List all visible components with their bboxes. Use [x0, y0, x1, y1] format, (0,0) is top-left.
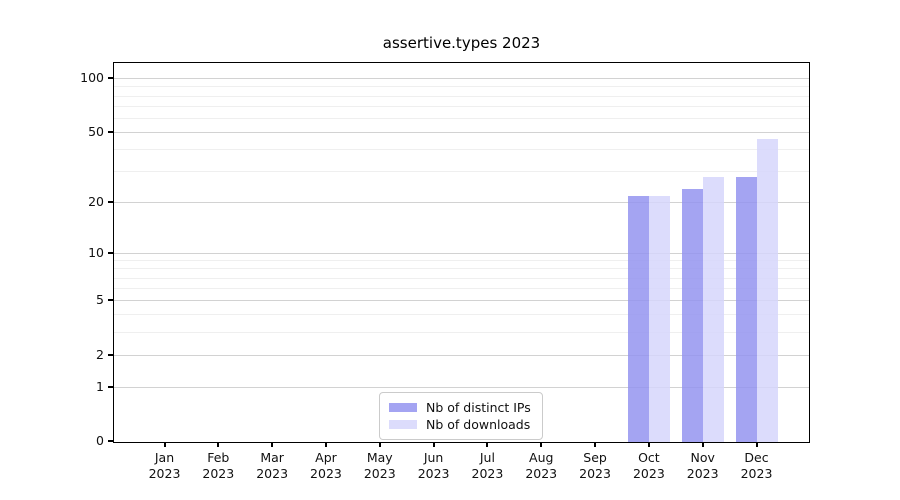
x-axis-tick — [163, 442, 166, 447]
x-tick-label: Apr 2023 — [310, 450, 342, 481]
legend-row: Nb of downloads — [389, 416, 531, 433]
y-tick-label: 5 — [96, 292, 104, 308]
x-tick-label: Mar 2023 — [256, 450, 289, 481]
x-tick-label: Sep 2023 — [579, 450, 611, 481]
y-axis-tick — [108, 251, 114, 254]
x-axis-tick — [540, 442, 543, 447]
y-axis-tick — [108, 77, 114, 80]
gridline-major — [114, 252, 809, 254]
x-axis-tick — [594, 442, 597, 447]
gridline-minor — [114, 260, 809, 261]
y-axis-tick — [108, 200, 114, 203]
y-tick-label: 100 — [80, 70, 104, 86]
bar-nb-of-downloads-oct — [648, 195, 670, 442]
gridline-major — [114, 78, 809, 80]
gridline-minor — [114, 171, 809, 173]
gridline-minor — [114, 95, 809, 97]
x-tick-label: Jul 2023 — [471, 450, 504, 481]
x-axis-tick — [378, 442, 381, 447]
gridline-minor — [114, 332, 809, 334]
y-axis-tick — [108, 440, 114, 442]
gridline-minor — [114, 117, 809, 119]
y-tick-label: 2 — [96, 346, 104, 362]
gridline-minor — [114, 149, 809, 151]
legend-label: Nb of downloads — [426, 417, 531, 432]
bar-nb-of-downloads-nov — [702, 177, 724, 442]
x-axis-tick — [217, 442, 220, 447]
gridline-major — [114, 354, 809, 356]
x-tick-label: Feb 2023 — [202, 450, 235, 481]
legend-swatch — [389, 420, 417, 429]
legend: Nb of distinct IPs Nb of downloads — [379, 392, 543, 440]
gridline-minor — [114, 314, 809, 316]
gridline-major — [114, 131, 809, 133]
x-axis-tick — [701, 442, 704, 447]
x-tick-label: Jan 2023 — [148, 450, 181, 481]
legend-label: Nb of distinct IPs — [426, 400, 531, 415]
x-tick-label: Aug 2023 — [525, 450, 558, 481]
legend-swatch — [389, 403, 417, 412]
gridline-minor — [114, 268, 809, 270]
y-axis-tick — [108, 130, 114, 133]
y-tick-label: 20 — [88, 193, 104, 209]
gridline-minor — [114, 277, 809, 279]
y-tick-label: 1 — [96, 378, 104, 394]
gridline-minor — [114, 288, 809, 290]
x-axis-tick — [432, 442, 435, 447]
y-axis-tick — [108, 385, 114, 388]
x-axis-tick — [271, 442, 274, 447]
gridline-minor — [114, 86, 809, 88]
y-tick-label: 10 — [88, 244, 104, 260]
x-tick-label: Dec 2023 — [740, 450, 773, 481]
x-tick-label: Oct 2023 — [632, 450, 665, 481]
y-tick-label: 50 — [88, 123, 104, 139]
x-tick-label: Jun 2023 — [417, 450, 450, 481]
y-tick-label: 0 — [96, 433, 104, 448]
legend-row: Nb of distinct IPs — [389, 399, 531, 416]
x-axis-tick — [486, 442, 489, 447]
x-tick-label: May 2023 — [363, 450, 396, 481]
bar-nb-of-distinct-ips-dec — [735, 177, 757, 442]
chart-title: assertive.types 2023 — [382, 34, 541, 52]
y-axis-tick — [108, 299, 114, 302]
gridline-minor — [114, 105, 809, 107]
gridline-major — [114, 300, 809, 302]
bar-nb-of-distinct-ips-nov — [681, 188, 703, 442]
x-axis-tick — [324, 442, 327, 447]
y-axis-tick — [108, 353, 114, 356]
plot-area: Nb of distinct IPs Nb of downloads 0 1 2 5 10… — [80, 62, 810, 481]
bar-nb-of-downloads-dec — [756, 139, 778, 442]
gridline-major — [114, 386, 809, 388]
gridline-major — [114, 201, 809, 203]
x-tick-label: Nov 2023 — [686, 450, 719, 481]
x-axis-tick — [647, 442, 650, 447]
x-axis-tick — [755, 442, 758, 447]
bar-nb-of-distinct-ips-oct — [627, 195, 649, 442]
